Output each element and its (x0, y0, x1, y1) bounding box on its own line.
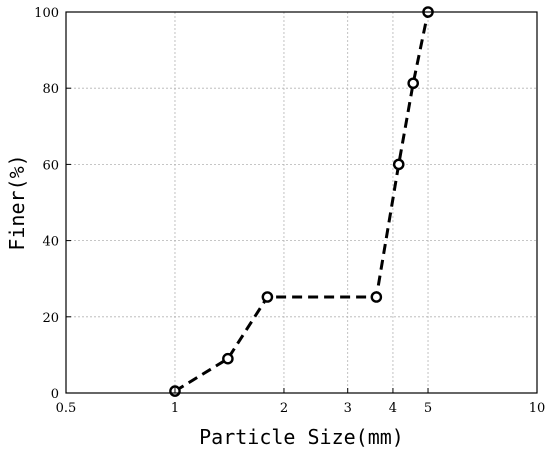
y-tick-label: 0 (51, 387, 59, 402)
data-point (370, 291, 383, 303)
x-tick-label: 10 (529, 401, 546, 416)
x-tick-label: 0.5 (56, 401, 77, 416)
data-point (222, 352, 234, 365)
series-layer (169, 6, 434, 397)
y-tick-label: 40 (42, 235, 59, 250)
y-axis-title: Finer(%) (5, 154, 29, 250)
x-tick-label: 2 (280, 401, 288, 416)
x-axis-title: Particle Size(mm) (199, 425, 404, 449)
y-tick-label: 80 (42, 82, 59, 97)
y-tick-label: 100 (34, 6, 59, 21)
series-line (174, 11, 430, 393)
x-tick-label: 1 (171, 401, 179, 416)
data-point (261, 291, 274, 303)
x-tick-label: 5 (424, 401, 432, 416)
grid-lines (66, 12, 537, 393)
x-tick-label: 3 (344, 401, 352, 416)
data-point (392, 158, 405, 171)
y-tick-label: 20 (42, 311, 59, 326)
data-point (407, 77, 419, 90)
y-tick-label: 60 (42, 158, 59, 173)
x-tick-label: 4 (389, 401, 397, 416)
plot-frame (65, 11, 538, 394)
